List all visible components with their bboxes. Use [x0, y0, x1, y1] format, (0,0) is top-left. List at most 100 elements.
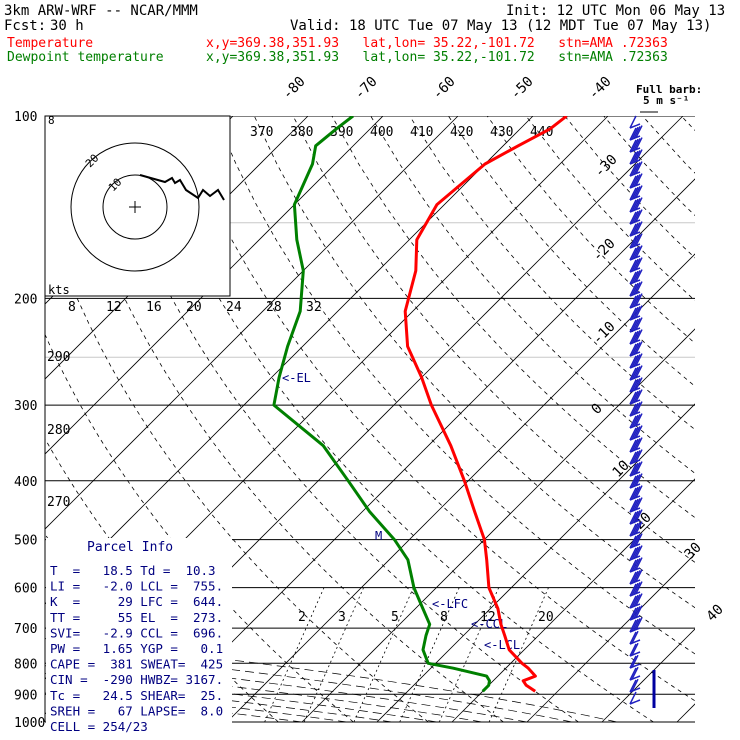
- isotherm-line: [451, 478, 695, 723]
- wind-barb-shaft: [629, 699, 641, 705]
- wind-barb-flag: [635, 497, 643, 510]
- wind-barb: [629, 293, 643, 309]
- wind-barb-flag: [629, 523, 637, 537]
- wind-barb: [629, 269, 643, 285]
- wind-barb-flag: [629, 511, 637, 525]
- wind-barb-flag: [631, 534, 639, 548]
- wind-barb-flag: [629, 175, 637, 189]
- wind-barb-flag: [635, 341, 643, 354]
- wind-barb-flag: [629, 559, 637, 573]
- wind-barb-flag: [635, 533, 643, 546]
- isotherm-tick-label: -40: [586, 74, 615, 103]
- wind-barb-flag: [635, 329, 643, 342]
- wind-barb-flag: [631, 426, 639, 440]
- wind-barb-flag: [633, 414, 641, 427]
- barb-legend-title: Full barb:: [636, 83, 702, 96]
- isotherm-line: [376, 403, 695, 723]
- wind-barb-flag: [633, 366, 641, 379]
- wind-barb-flag: [629, 199, 637, 213]
- wind-barb-flag: [631, 150, 639, 164]
- mixing-ratio-bottom-label: 12: [480, 610, 496, 625]
- parcel-info-row: CAPE = 381 SWEAT= 425: [50, 657, 223, 672]
- dry-adiabat-line: [642, 116, 695, 174]
- dry-adiabat-line: [486, 116, 695, 344]
- wind-barb-flag: [631, 390, 639, 404]
- wind-barb-flag: [633, 294, 641, 307]
- wind-barb-flag: [635, 509, 643, 522]
- wind-barb-flag: [633, 594, 641, 607]
- theta-e-tick-label: 280: [47, 423, 70, 438]
- hodo-unit-label: kts: [48, 283, 70, 297]
- lfc-marker: <-LFC: [432, 597, 468, 611]
- dry-adiabat-line: [603, 116, 695, 217]
- wind-barb-flag: [631, 510, 639, 524]
- wind-barb-flag: [629, 163, 637, 177]
- wind-barb-flag: [629, 583, 637, 597]
- dry-adiabat-line: [292, 116, 695, 563]
- wind-barb-flag: [631, 594, 639, 608]
- wind-barb-flag: [631, 258, 639, 272]
- wind-barb-flag: [633, 606, 641, 619]
- wind-barb-flag: [631, 186, 639, 200]
- dry-adiabat-line: [448, 116, 695, 387]
- wind-barb: [629, 473, 643, 489]
- wind-barb: [629, 545, 643, 561]
- wind-barb-flag: [635, 365, 643, 378]
- wind-barb-flag: [629, 271, 637, 285]
- pressure-tick-label: 300: [14, 399, 37, 414]
- wind-barb-flag: [635, 521, 643, 534]
- wind-barb-flag: [633, 222, 641, 235]
- wind-barb: [629, 437, 643, 453]
- wind-barb: [629, 461, 643, 477]
- dry-adiabat-line: [370, 116, 695, 474]
- wind-barb-flag: [629, 487, 637, 501]
- isotherm-line: [45, 116, 384, 455]
- wind-barb-shaft: [629, 123, 641, 129]
- pressure-tick-label: 500: [14, 534, 37, 549]
- wind-barb: [629, 245, 643, 261]
- wind-barb: [629, 485, 643, 501]
- wind-barb-flag: [635, 257, 643, 270]
- theta-e-tick-label: 270: [47, 495, 70, 510]
- dry-adiabat-line: [176, 116, 695, 702]
- wind-barb-flag: [631, 282, 639, 296]
- wind-barb-flag: [629, 343, 637, 357]
- isotherm-line: [45, 116, 459, 530]
- wind-barb-flag: [633, 330, 641, 343]
- wind-barb-flag: [629, 595, 637, 609]
- wind-barb: [629, 233, 643, 249]
- wind-barb-flag: [629, 607, 637, 621]
- init-time: Init: 12 UTC Mon 06 May 13: [506, 3, 726, 19]
- mixing-ratio-tick-label: 24: [226, 300, 242, 315]
- mixing-ratio-bottom-label: 5: [391, 610, 399, 625]
- wind-barb-flag: [631, 138, 639, 152]
- hodo-ring-10: [102, 174, 168, 240]
- dry-adiabat-line: [681, 116, 695, 132]
- theta-tick-label: 370: [250, 125, 273, 140]
- wind-barb-flag: [629, 667, 637, 681]
- wind-barb-flag: [631, 210, 639, 224]
- wind-barb-flag: [631, 342, 639, 356]
- wind-barb-flag: [629, 571, 637, 585]
- wind-barb-flag: [633, 258, 641, 271]
- wind-barb: [629, 642, 641, 657]
- isotherm-line: [0, 116, 8, 722]
- fcst-value: 30 h: [50, 18, 84, 34]
- wind-barb-flag: [633, 138, 641, 151]
- wind-barb-flag: [633, 546, 641, 559]
- wind-barb-flag: [631, 174, 639, 188]
- isotherm-tick-label: -80: [280, 74, 309, 103]
- wind-barb-flag: [633, 462, 641, 475]
- wind-barb-flag: [631, 246, 639, 260]
- parcel-info-row: CELL = 254/23: [50, 719, 148, 734]
- parcel-info-row: T = 18.5 Td = 10.3: [50, 563, 216, 578]
- pressure-tick-label: 100: [14, 110, 37, 125]
- wind-barb-flag: [635, 581, 643, 594]
- isotherm-tick-label: -30: [592, 152, 621, 181]
- wind-barb-flag: [633, 342, 641, 355]
- wind-barb-flag: [635, 557, 643, 570]
- wind-barb-flag: [629, 679, 637, 693]
- hodograph-trace: [139, 174, 225, 201]
- wind-barb-flag: [635, 605, 643, 618]
